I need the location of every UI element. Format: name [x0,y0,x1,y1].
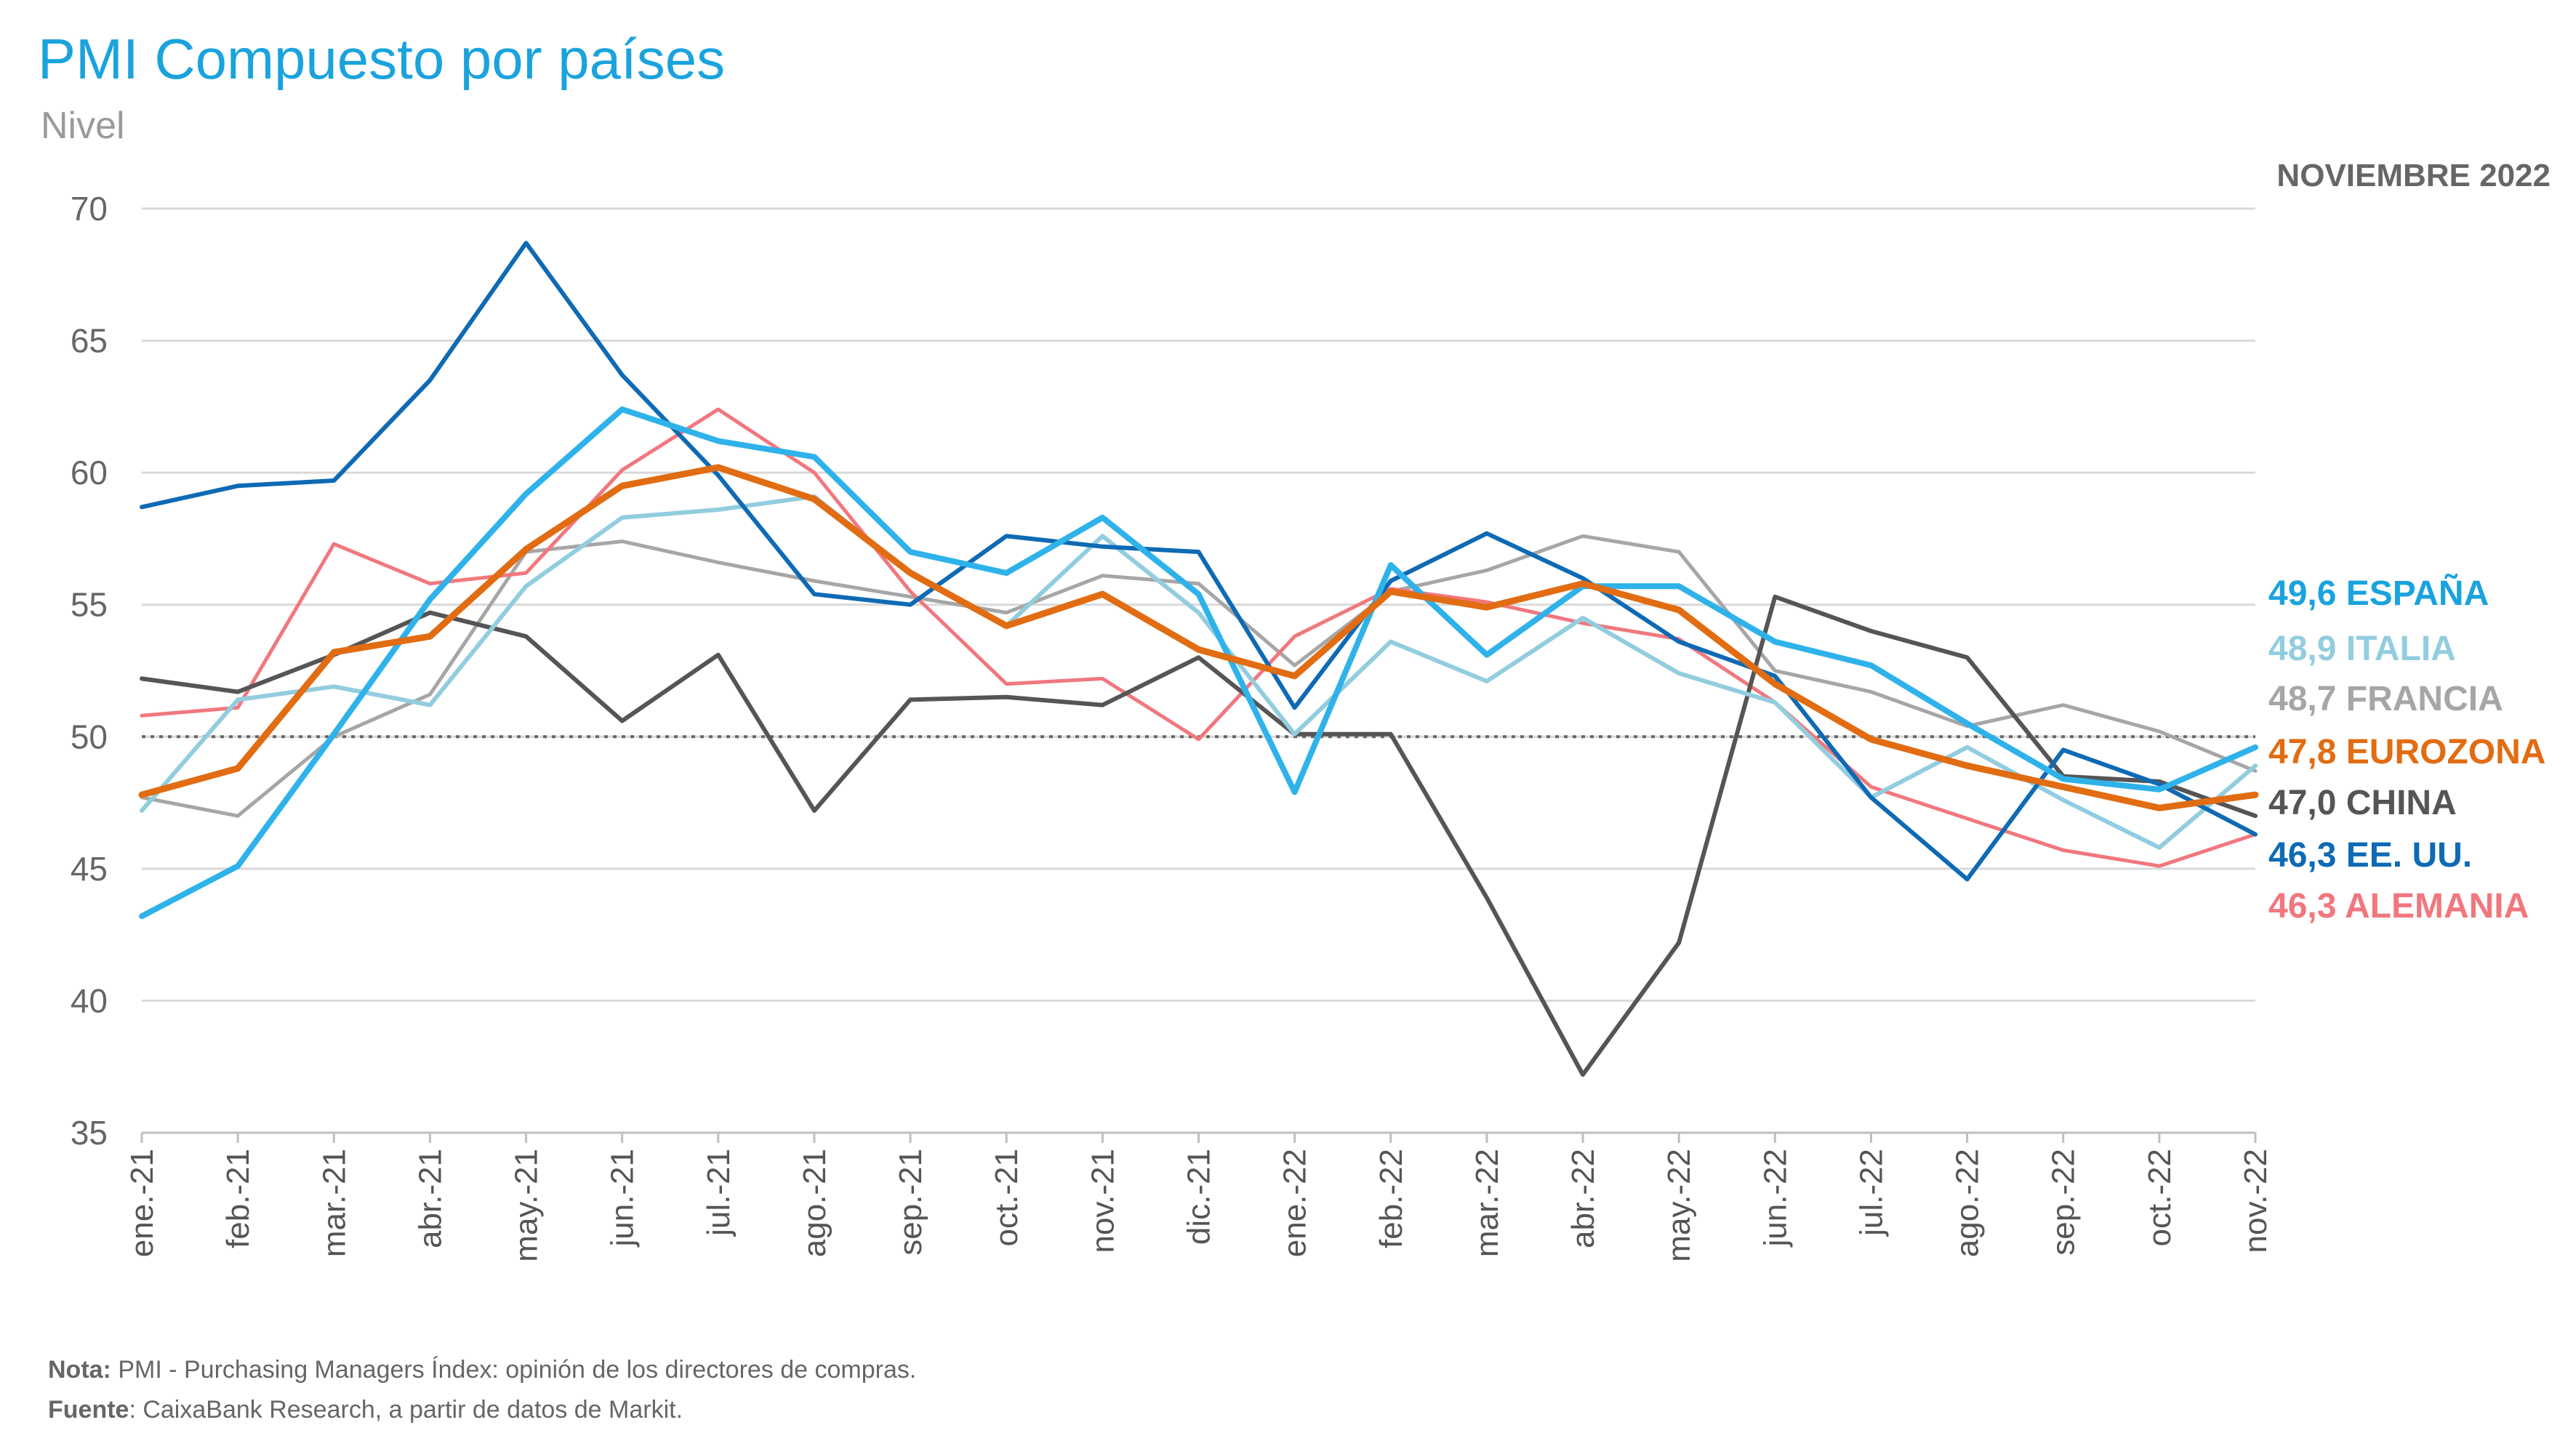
x-tick-label: abr.-21 [412,1149,448,1248]
x-tick-label: oct.-21 [989,1149,1024,1247]
footnote-nota-text: PMI - Purchasing Managers Índex: opinión… [111,1356,916,1384]
end-label: 47,0 CHINA [2268,784,2457,822]
x-tick-label: abr.-22 [1565,1149,1601,1248]
y-tick-label: 40 [71,982,108,1019]
x-tick-label: feb.-22 [1373,1149,1409,1248]
y-tick-label: 50 [71,718,108,755]
chart-title: PMI Compuesto por países [38,27,725,91]
x-tick-label: may.-21 [509,1149,545,1262]
footnote-fuente-text: : CaixaBank Research, a partir de datos … [129,1396,683,1424]
x-tick-label: mar.-21 [316,1149,352,1257]
y-tick-label: 55 [71,586,108,624]
y-tick-label: 60 [71,454,108,491]
end-label: 46,3 EE. UU. [2268,836,2472,875]
x-tick-label: dic.-21 [1181,1149,1217,1245]
x-tick-label: nov.-21 [1085,1149,1120,1253]
x-tick-label: jul.-22 [1853,1149,1889,1237]
x-tick-label: ago.-21 [797,1149,832,1257]
y-axis: 35 40 45 50 55 60 65 70 [71,190,108,1152]
x-tick-label: ene.-21 [124,1149,160,1257]
series-line-francia [140,534,2258,818]
x-tick-label: sep.-21 [893,1149,928,1256]
footnote-fuente: Fuente: CaixaBank Research, a partir de … [48,1396,683,1424]
x-tick-label: nov.-22 [2238,1149,2274,1253]
footnote-fuente-label: Fuente [48,1396,129,1424]
x-tick-label: sep.-22 [2046,1149,2082,1256]
x-tick-label: may.-22 [1661,1149,1697,1262]
x-tick-label: jun.-21 [605,1149,641,1248]
x-tick-label: mar.-22 [1469,1149,1505,1257]
series-line-alemania [140,407,2258,868]
end-label: 46,3 ALEMANIA [2268,887,2529,926]
x-axis: ene.-21 feb.-21 mar.-21 abr.-21 may.-21 jun.-… [124,1133,2274,1262]
x-tick-label: ene.-22 [1277,1149,1313,1257]
y-tick-label: 45 [71,850,108,888]
series-line-eurozona [138,464,2259,811]
series-line-italia [140,494,2258,850]
chart-subtitle: Nivel [41,105,125,147]
footnote-nota-label: Nota: [48,1356,111,1384]
series-line-españa [139,406,2258,920]
series-line-ee-uu [140,241,2258,882]
legend-end-labels: 49,6 ESPAÑA 48,9 ITALIA 48,7 FRANCIA 47,8 E… [2268,573,2545,926]
end-label: 48,7 FRANCIA [2268,680,2503,718]
x-tick-label: ago.-22 [1950,1149,1986,1257]
series-lines [138,241,2259,1077]
x-tick-label: feb.-21 [220,1149,256,1248]
date-label: NOVIEMBRE 2022 [2276,158,2551,193]
end-label: 48,9 ITALIA [2268,630,2456,668]
y-tick-label: 35 [71,1114,108,1152]
y-tick-label: 70 [71,190,108,228]
x-tick-label: jul.-21 [701,1149,737,1237]
end-label: 49,6 ESPAÑA [2268,573,2489,613]
end-label: 47,8 EUROZONA [2268,733,2545,771]
x-tick-label: oct.-22 [2142,1149,2178,1247]
footnote-nota: Nota: PMI - Purchasing Managers Índex: o… [48,1356,916,1384]
x-tick-label: jun.-22 [1757,1149,1793,1248]
y-tick-label: 65 [71,322,108,360]
